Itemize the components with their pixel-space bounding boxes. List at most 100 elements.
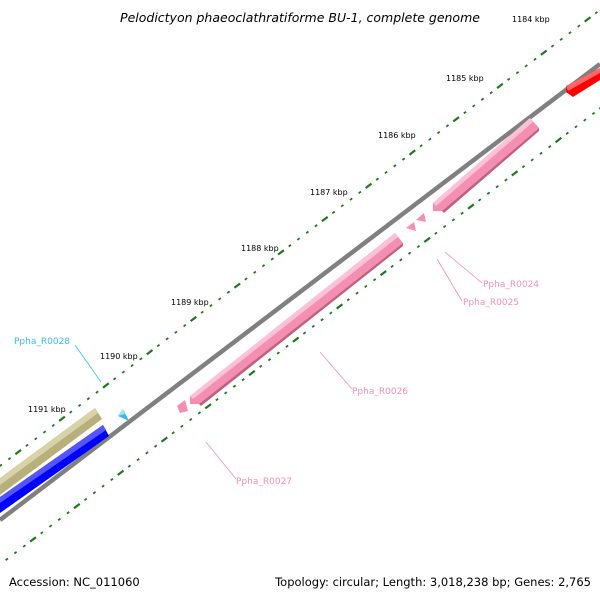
minor-tick bbox=[486, 191, 491, 195]
minor-tick bbox=[136, 457, 140, 462]
blue-cds-feature[interactable] bbox=[0, 425, 109, 513]
minor-tick bbox=[478, 198, 482, 202]
minor-tick bbox=[51, 423, 55, 428]
tick-label-1186: 1186 kbp bbox=[378, 131, 416, 140]
minor-tick bbox=[241, 378, 245, 382]
major-tick bbox=[29, 536, 37, 543]
minor-tick bbox=[66, 511, 70, 515]
minor-tick bbox=[69, 410, 73, 414]
minor-tick bbox=[276, 351, 280, 355]
gene-label-Ppha_R0026[interactable]: Ppha_R0026 bbox=[352, 387, 408, 397]
minor-tick bbox=[364, 284, 368, 289]
minor-tick bbox=[110, 477, 114, 482]
minor-tick bbox=[384, 170, 388, 175]
minor-tick bbox=[42, 430, 47, 434]
minor-tick bbox=[112, 377, 117, 381]
major-tick bbox=[160, 436, 168, 443]
gene-label-Ppha_R0027[interactable]: Ppha_R0027 bbox=[236, 477, 292, 487]
minor-tick bbox=[285, 344, 289, 348]
major-tick bbox=[584, 16, 592, 23]
minor-tick bbox=[5, 557, 9, 561]
minor-tick bbox=[559, 37, 563, 41]
gene-label-Ppha_R0024[interactable]: Ppha_R0024 bbox=[483, 280, 539, 290]
gene-label-Ppha_R0025[interactable]: Ppha_R0025 bbox=[463, 298, 519, 308]
tick-label-1188: 1188 kbp bbox=[241, 244, 279, 253]
minor-tick bbox=[288, 244, 292, 248]
minor-tick bbox=[565, 131, 569, 135]
minor-tick bbox=[445, 124, 450, 128]
minor-tick bbox=[375, 177, 380, 181]
major-tick bbox=[73, 503, 81, 510]
minor-tick bbox=[372, 278, 377, 282]
gene-Ppha_R0025[interactable] bbox=[406, 213, 426, 231]
tick-label-1187: 1187 kbp bbox=[310, 188, 348, 197]
minor-tick bbox=[174, 330, 178, 334]
minor-tick bbox=[349, 197, 353, 201]
minor-tick bbox=[153, 444, 158, 448]
gene-Ppha_R0026[interactable] bbox=[190, 233, 403, 406]
minor-tick bbox=[305, 230, 309, 234]
minor-tick bbox=[34, 437, 38, 441]
inner-tick-track bbox=[5, 107, 600, 561]
gene-labels: Ppha_R0024 Ppha_R0025 Ppha_R0026 Ppha_R0… bbox=[14, 280, 539, 487]
minor-tick bbox=[358, 190, 362, 195]
major-tick bbox=[117, 469, 125, 476]
minor-tick bbox=[583, 118, 587, 122]
gene-label-Ppha_R0028[interactable]: Ppha_R0028 bbox=[14, 337, 70, 347]
major-tick bbox=[102, 382, 110, 389]
red-cds-feature[interactable] bbox=[566, 68, 600, 97]
gene-Ppha_R0024[interactable] bbox=[433, 118, 539, 213]
tick-label-1185: 1185 kbp bbox=[446, 74, 484, 83]
minor-tick bbox=[460, 211, 464, 215]
minor-tick bbox=[436, 130, 441, 135]
major-tick bbox=[554, 136, 563, 144]
minor-tick bbox=[130, 363, 134, 368]
minor-tick bbox=[224, 391, 228, 395]
minor-tick bbox=[215, 398, 219, 402]
major-tick bbox=[496, 82, 504, 89]
tick-label-1184: 1184 kbp bbox=[512, 15, 550, 24]
minor-tick bbox=[7, 457, 12, 461]
minor-tick bbox=[407, 251, 412, 255]
minor-tick bbox=[145, 451, 149, 455]
minor-tick bbox=[451, 218, 456, 222]
minor-tick bbox=[83, 497, 88, 502]
minor-tick bbox=[139, 357, 143, 361]
minor-tick bbox=[568, 31, 572, 35]
minor-tick bbox=[533, 57, 537, 61]
minor-tick bbox=[259, 364, 263, 368]
minor-tick bbox=[13, 551, 18, 555]
minor-tick bbox=[183, 323, 187, 328]
gene-Ppha_R0028[interactable] bbox=[118, 409, 129, 421]
minor-tick bbox=[355, 291, 359, 295]
minor-tick bbox=[399, 258, 403, 262]
minor-tick bbox=[530, 158, 534, 162]
minor-tick bbox=[226, 290, 231, 294]
gene-label-lines bbox=[74, 251, 483, 480]
major-tick bbox=[292, 336, 300, 343]
minor-tick bbox=[180, 424, 184, 428]
minor-tick bbox=[165, 337, 169, 341]
minor-tick bbox=[92, 491, 97, 495]
minor-tick bbox=[346, 298, 350, 302]
major-tick bbox=[189, 315, 197, 322]
minor-tick bbox=[428, 137, 432, 141]
olive-feature[interactable] bbox=[0, 408, 102, 495]
major-tick bbox=[408, 149, 416, 156]
major-tick bbox=[146, 349, 154, 356]
minor-tick bbox=[197, 411, 202, 415]
tick-labels: 1184 kbp 1185 kbp 1186 kbp 1187 kbp 1188… bbox=[28, 15, 550, 414]
major-tick bbox=[58, 415, 66, 422]
minor-tick bbox=[218, 297, 222, 301]
minor-tick bbox=[495, 185, 499, 189]
minor-tick bbox=[232, 384, 237, 388]
major-tick bbox=[248, 369, 256, 377]
gene-Ppha_R0027[interactable] bbox=[177, 400, 188, 413]
minor-tick bbox=[253, 270, 257, 274]
minor-tick bbox=[314, 224, 318, 228]
major-tick bbox=[511, 170, 519, 177]
minor-tick bbox=[393, 164, 397, 168]
minor-tick bbox=[189, 417, 193, 422]
minor-tick bbox=[515, 71, 520, 75]
